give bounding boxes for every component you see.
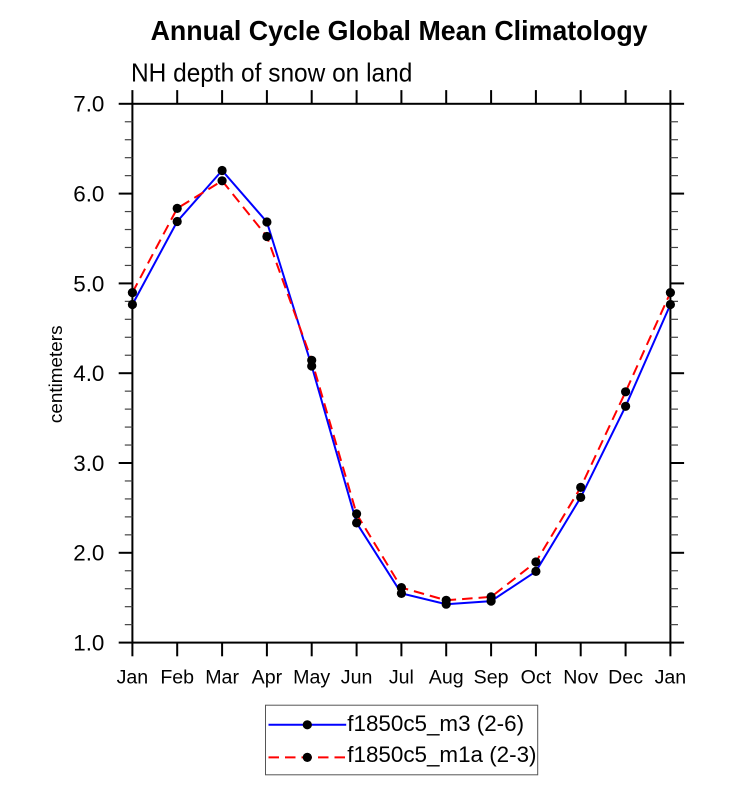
- svg-text:Oct: Oct: [521, 667, 552, 689]
- svg-text:Apr: Apr: [252, 667, 283, 689]
- svg-text:f1850c5_m3 (2-6): f1850c5_m3 (2-6): [347, 711, 524, 736]
- svg-text:1.0: 1.0: [73, 631, 104, 656]
- svg-text:Jun: Jun: [341, 667, 373, 689]
- svg-text:Feb: Feb: [160, 667, 194, 689]
- svg-text:Mar: Mar: [205, 667, 239, 689]
- svg-text:Nov: Nov: [563, 667, 598, 689]
- svg-text:Sep: Sep: [474, 667, 509, 689]
- svg-text:3.0: 3.0: [73, 451, 104, 476]
- svg-text:NH depth of snow on land: NH depth of snow on land: [131, 60, 412, 88]
- svg-text:6.0: 6.0: [73, 182, 104, 207]
- svg-text:2.0: 2.0: [73, 541, 104, 566]
- svg-text:centimeters: centimeters: [46, 325, 67, 423]
- svg-text:5.0: 5.0: [73, 271, 104, 296]
- svg-text:Jul: Jul: [389, 667, 414, 689]
- svg-text:Jan: Jan: [117, 667, 149, 689]
- svg-text:May: May: [293, 667, 330, 689]
- svg-text:Aug: Aug: [429, 667, 464, 689]
- svg-text:Jan: Jan: [655, 667, 687, 689]
- svg-text:f1850c5_m1a (2-3): f1850c5_m1a (2-3): [347, 742, 536, 767]
- svg-text:Dec: Dec: [608, 667, 643, 689]
- svg-text:7.0: 7.0: [73, 92, 104, 117]
- svg-text:4.0: 4.0: [73, 361, 104, 386]
- svg-text:Annual Cycle Global Mean Clima: Annual Cycle Global Mean Climatology: [151, 15, 648, 46]
